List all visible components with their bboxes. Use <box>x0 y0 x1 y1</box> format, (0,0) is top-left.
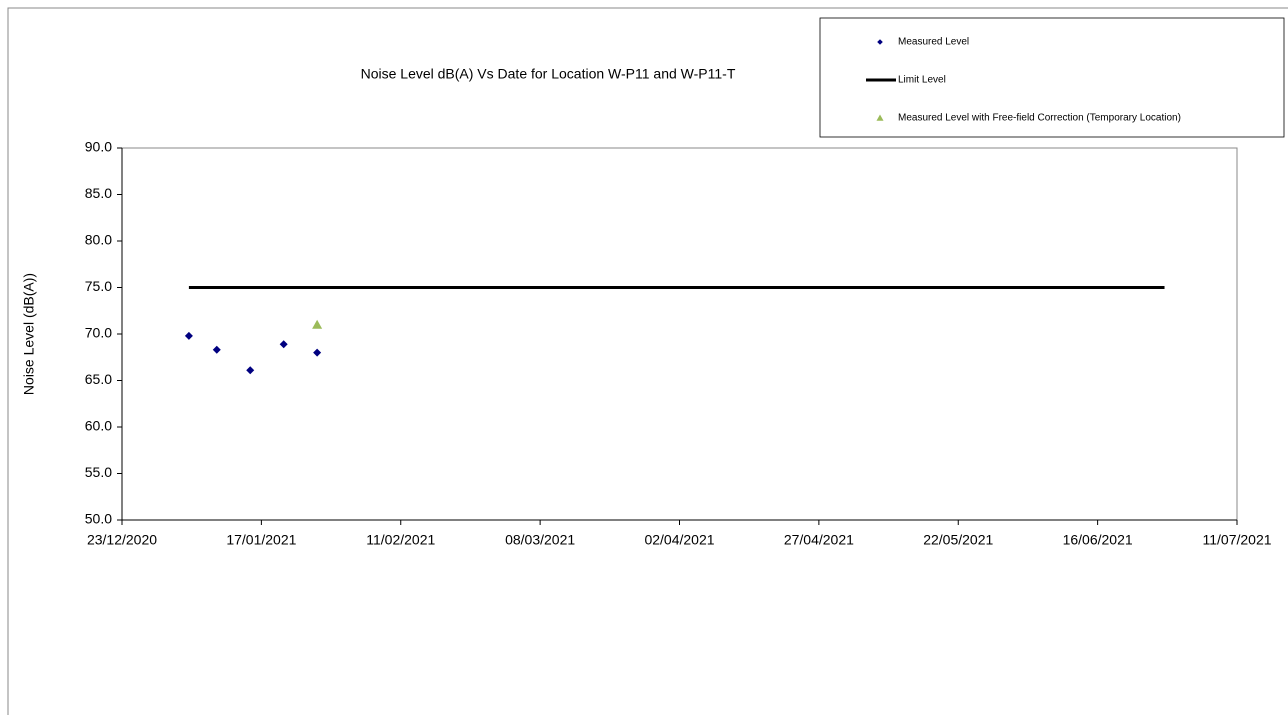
x-tick-label: 08/03/2021 <box>505 532 575 548</box>
y-tick-label: 50.0 <box>85 511 112 527</box>
x-tick-label: 17/01/2021 <box>226 532 296 548</box>
x-tick-label: 22/05/2021 <box>923 532 993 548</box>
data-point <box>184 331 193 340</box>
x-tick-label: 11/07/2021 <box>1202 532 1271 548</box>
y-tick-label: 65.0 <box>85 371 112 387</box>
data-point <box>312 319 323 329</box>
x-tick-label: 27/04/2021 <box>784 532 854 548</box>
x-tick-label: 16/06/2021 <box>1063 532 1133 548</box>
y-tick-label: 75.0 <box>85 278 112 294</box>
data-point <box>313 348 322 357</box>
x-tick-label: 11/02/2021 <box>366 532 435 548</box>
legend <box>819 17 1285 138</box>
legend-label: Measured Level <box>898 37 969 48</box>
data-point <box>246 366 255 375</box>
y-tick-label: 85.0 <box>85 185 112 201</box>
legend-label: Limit Level <box>898 75 946 86</box>
y-tick-label: 80.0 <box>85 232 112 248</box>
y-tick-label: 70.0 <box>85 325 112 341</box>
x-tick-label: 23/12/2020 <box>87 532 157 548</box>
data-point <box>279 340 288 349</box>
legend-label: Measured Level with Free-field Correctio… <box>898 113 1181 124</box>
legend-swatch <box>876 114 884 121</box>
chart-title: Noise Level dB(A) Vs Date for Location W… <box>361 66 736 82</box>
y-tick-label: 90.0 <box>85 139 112 155</box>
y-tick-label: 60.0 <box>85 418 112 434</box>
x-tick-label: 02/04/2021 <box>644 532 714 548</box>
y-axis-label: Noise Level (dB(A)) <box>21 273 37 395</box>
data-point <box>212 345 221 354</box>
y-tick-label: 55.0 <box>85 464 112 480</box>
